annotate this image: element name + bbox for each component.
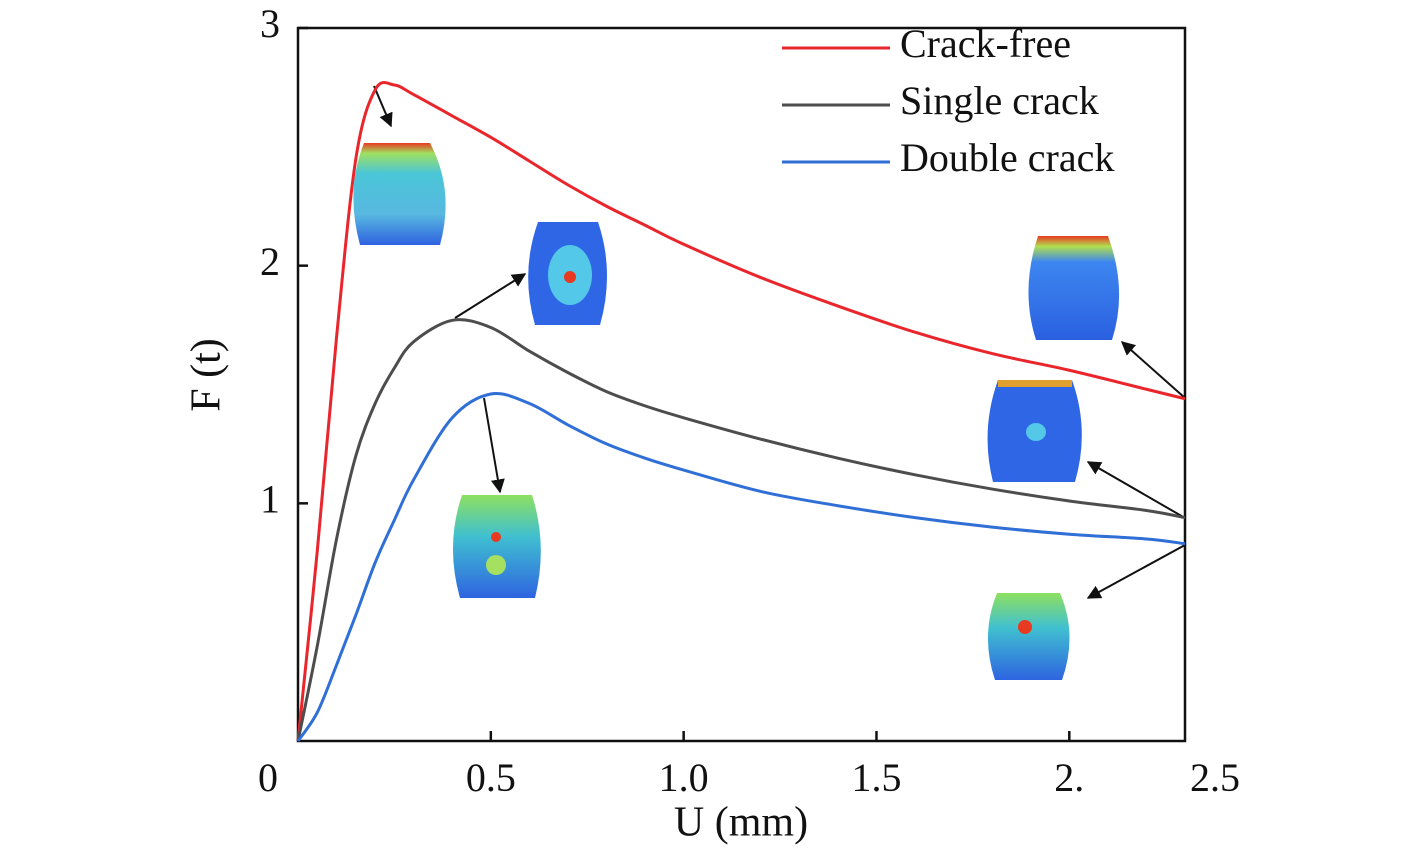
legend-label: Crack-free bbox=[900, 21, 1071, 66]
y-tick-label: 2 bbox=[260, 239, 280, 284]
x-end-label: 2.5 bbox=[1190, 755, 1240, 800]
y-tick-label: 3 bbox=[260, 1, 280, 46]
line-series bbox=[296, 81, 1186, 742]
arrows bbox=[373, 85, 1186, 599]
legend-label: Double crack bbox=[900, 135, 1114, 180]
y-tick-label: 1 bbox=[260, 477, 280, 522]
x-tick-label: 0.5 bbox=[466, 755, 516, 800]
x-tick-label: 1.0 bbox=[659, 755, 709, 800]
x-tick-label: 2. bbox=[1054, 755, 1084, 800]
line-series bbox=[296, 318, 1186, 742]
legend-label: Single crack bbox=[900, 78, 1099, 123]
line-series bbox=[296, 392, 1186, 742]
x-tick-label: 1.5 bbox=[851, 755, 901, 800]
x-axis-label: U (mm) bbox=[674, 800, 808, 846]
x-tick-label: 0 bbox=[258, 755, 278, 800]
plot-frame bbox=[296, 26, 1187, 743]
y-axis-label: F (t) bbox=[184, 338, 230, 412]
insets bbox=[353, 143, 1120, 680]
